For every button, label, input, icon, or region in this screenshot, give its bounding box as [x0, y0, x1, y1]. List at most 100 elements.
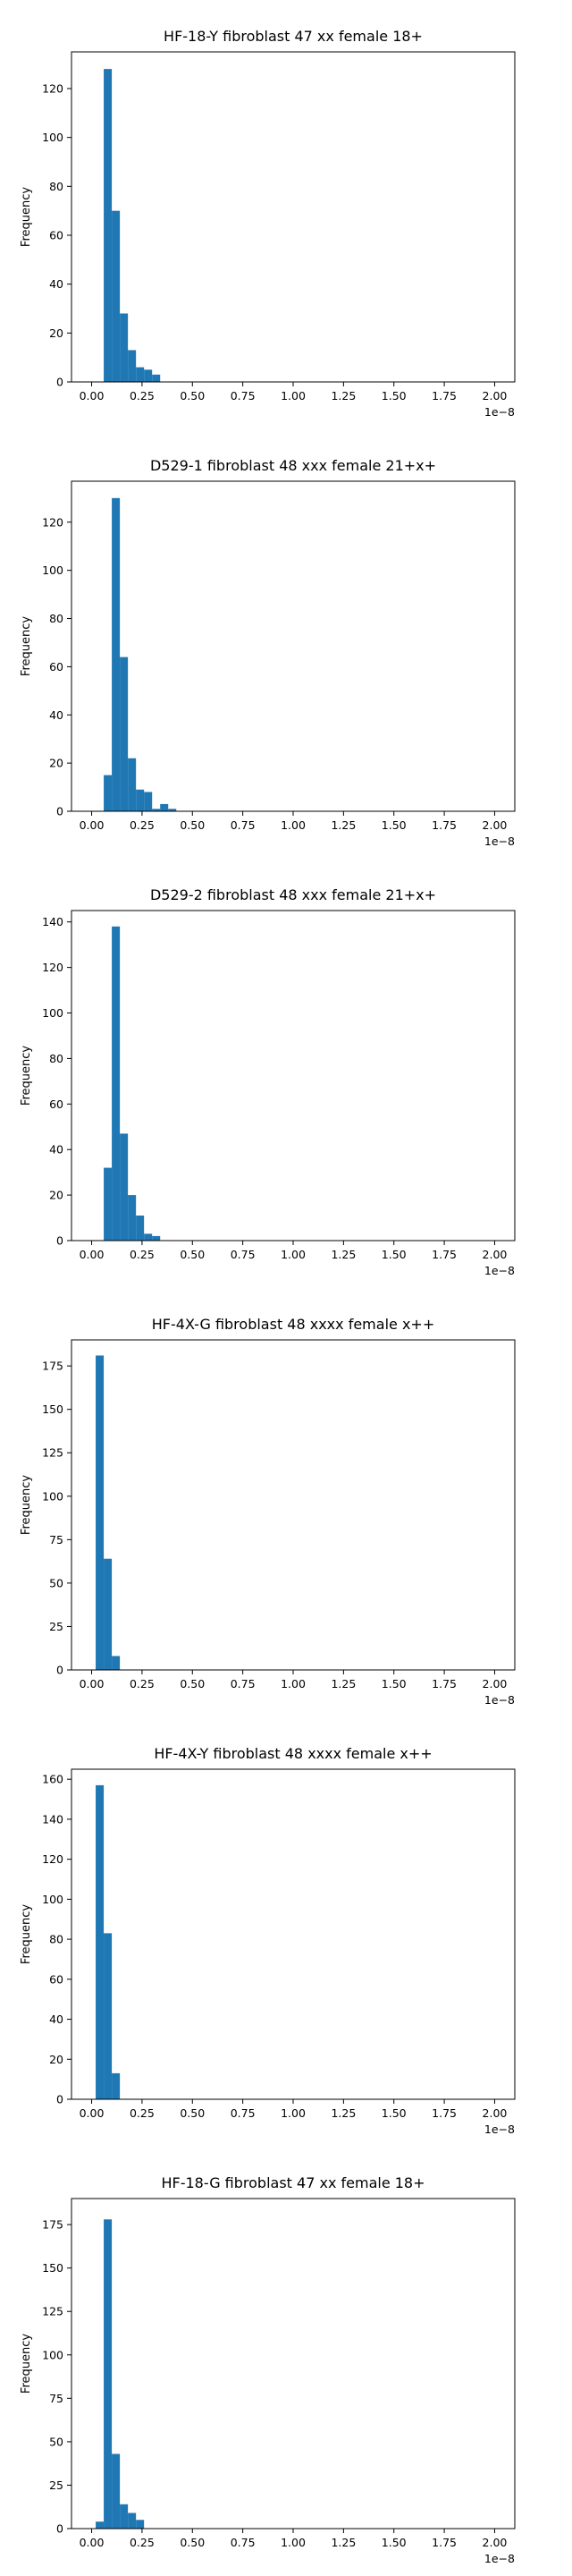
x-tick-label: 1.00: [281, 818, 306, 832]
histogram-bar: [128, 758, 137, 811]
y-tick-label: 60: [49, 229, 63, 242]
histogram-svg: HF-4X-G fibroblast 48 xxxx female x++ 0.0…: [20, 1316, 516, 1707]
histogram-bar: [96, 2521, 105, 2529]
axes-frame: [71, 1339, 516, 1671]
x-tick-label: 1.00: [281, 2106, 306, 2120]
x-tick-label: 1.00: [281, 389, 306, 402]
x-tick-label: 0.25: [130, 389, 155, 402]
x-tick-label: 2.00: [483, 2106, 508, 2120]
y-tick-label: 80: [49, 612, 63, 625]
y-tick-label: 100: [42, 1489, 63, 1503]
y-tick-label: 0: [56, 1664, 63, 1677]
x-tick-label: 1.25: [331, 389, 356, 402]
histogram-bar: [104, 1558, 113, 1670]
x-tick-label: 1.25: [331, 1677, 356, 1690]
x-tick-label: 1.00: [281, 1248, 306, 1261]
y-tick-label: 0: [56, 376, 63, 389]
x-tick-label: 1.75: [432, 2536, 457, 2549]
x-tick-label: 1.50: [382, 2536, 407, 2549]
x-tick-label: 1.00: [281, 1677, 306, 1690]
y-tick-label: 150: [42, 2261, 63, 2275]
x-tick-label: 0.50: [180, 2536, 205, 2549]
histogram-bar: [104, 1167, 113, 1241]
histogram-bar: [136, 2520, 145, 2529]
y-tick-label: 75: [49, 1533, 63, 1546]
histogram-bar: [152, 809, 161, 811]
y-tick-label: 60: [49, 660, 63, 674]
x-tick-label: 1.50: [382, 1248, 407, 1261]
y-tick-label: 120: [42, 961, 63, 974]
x-tick-label: 1.25: [331, 2106, 356, 2120]
histogram-bar: [112, 1656, 121, 1670]
y-tick-label: 125: [42, 1446, 63, 1460]
histogram-bar: [136, 367, 145, 382]
chart-title: HF-4X-G fibroblast 48 xxxx female x++: [152, 1316, 434, 1333]
histogram-panel: D529-2 fibroblast 48 xxx female 21+x+ 0.0…: [0, 859, 572, 1288]
x-offset-multiplier: 1e−8: [484, 2123, 515, 2136]
histogram-svg: HF-4X-Y fibroblast 48 xxxx female x++ 0.0…: [20, 1745, 516, 2136]
x-tick-label: 0.75: [231, 389, 256, 402]
x-tick-label: 1.25: [331, 818, 356, 832]
histogram-bar: [136, 1216, 145, 1241]
y-axis-label: Frequency: [20, 1475, 33, 1535]
histogram-bar: [104, 2219, 113, 2529]
histogram-bar: [152, 374, 161, 382]
x-tick-label: 0.00: [80, 389, 105, 402]
chart-title: HF-18-G fibroblast 47 xx female 18+: [161, 2174, 425, 2191]
histogram-bar: [120, 1133, 129, 1241]
x-tick-label: 2.00: [483, 2536, 508, 2549]
y-tick-label: 20: [49, 2053, 63, 2066]
x-tick-label: 2.00: [483, 1677, 508, 1690]
histogram-bar: [144, 1233, 153, 1241]
x-offset-multiplier: 1e−8: [484, 1264, 515, 1277]
histogram-bar: [120, 2504, 129, 2529]
y-tick-label: 120: [42, 1852, 63, 1866]
y-tick-label: 160: [42, 1773, 63, 1786]
x-tick-label: 1.75: [432, 2106, 457, 2120]
histogram-panel: D529-1 fibroblast 48 xxx female 21+x+ 0.0…: [0, 429, 572, 859]
x-tick-label: 0.00: [80, 1677, 105, 1690]
x-tick-label: 2.00: [483, 389, 508, 402]
y-tick-label: 100: [42, 131, 63, 144]
y-tick-label: 0: [56, 2522, 63, 2536]
y-tick-label: 100: [42, 2348, 63, 2361]
y-tick-label: 40: [49, 1143, 63, 1157]
y-tick-label: 0: [56, 2093, 63, 2106]
y-tick-label: 80: [49, 1052, 63, 1065]
axes-frame: [71, 51, 516, 383]
y-tick-label: 175: [42, 1360, 63, 1373]
x-tick-label: 0.75: [231, 818, 256, 832]
x-tick-label: 0.50: [180, 818, 205, 832]
histogram-bar: [160, 803, 169, 811]
x-tick-label: 0.25: [130, 818, 155, 832]
histogram-bar: [112, 497, 121, 811]
y-tick-label: 140: [42, 1812, 63, 1826]
chart-title: HF-18-Y fibroblast 47 xx female 18+: [164, 28, 423, 45]
x-offset-multiplier: 1e−8: [484, 405, 515, 419]
y-tick-label: 140: [42, 915, 63, 928]
histogram-bar: [152, 1235, 161, 1241]
histogram-panel: HF-18-G fibroblast 47 xx female 18+ 0.00 0…: [0, 2147, 572, 2576]
x-tick-label: 0.50: [180, 389, 205, 402]
histogram-bar: [120, 657, 129, 811]
axes-frame: [71, 1768, 516, 2100]
histogram-svg: D529-1 fibroblast 48 xxx female 21+x+ 0.0…: [20, 457, 516, 848]
y-tick-label: 60: [49, 1097, 63, 1111]
x-tick-label: 0.25: [130, 1248, 155, 1261]
y-tick-label: 50: [49, 1576, 63, 1589]
y-axis-label: Frequency: [20, 1046, 33, 1106]
x-tick-label: 1.75: [432, 818, 457, 832]
histogram-bar: [96, 1355, 105, 1670]
x-tick-label: 0.25: [130, 2536, 155, 2549]
x-tick-label: 0.75: [231, 2536, 256, 2549]
histogram-bar: [168, 809, 177, 811]
x-tick-label: 0.50: [180, 2106, 205, 2120]
x-tick-label: 1.00: [281, 2536, 306, 2549]
histogram-bar: [120, 313, 129, 382]
y-tick-label: 25: [49, 1620, 63, 1633]
histogram-panel: HF-4X-Y fibroblast 48 xxxx female x++ 0.0…: [0, 1717, 572, 2147]
y-tick-label: 80: [49, 180, 63, 193]
x-tick-label: 0.75: [231, 1248, 256, 1261]
x-tick-label: 0.00: [80, 2536, 105, 2549]
y-tick-label: 120: [42, 515, 63, 529]
